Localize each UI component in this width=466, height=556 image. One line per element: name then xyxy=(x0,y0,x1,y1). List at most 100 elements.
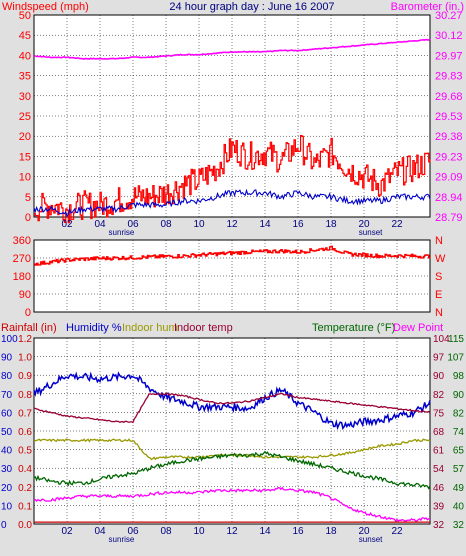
wind-x-tick-label: 08 xyxy=(160,219,172,230)
rainfall-y-tick-label: 1.2 xyxy=(18,334,32,345)
indoor-temp-y-tick-label: 39 xyxy=(433,501,445,512)
rainfall-y-tick-label: 0.7 xyxy=(18,408,32,419)
temperature-y-tick-label: 98 xyxy=(453,371,465,382)
wind-direction-line xyxy=(34,245,431,266)
barometer-y-tick-label: 29.83 xyxy=(435,71,463,83)
humidity-x-tick-label: 18 xyxy=(325,526,337,537)
barometer-y-tick-label: 30.12 xyxy=(435,30,463,42)
wind-speed-line xyxy=(33,188,431,218)
barometer-y-tick-label: 28.94 xyxy=(435,192,463,204)
humidity-y-tick-label: 50 xyxy=(1,427,13,438)
indoor-temp-y-tick-label: 97 xyxy=(433,353,445,364)
wind-y-tick-label: 0 xyxy=(25,212,31,224)
indoor-temp-y-tick-label: 82 xyxy=(433,390,445,401)
indoor-temp-y-tick-label: 54 xyxy=(433,464,445,475)
wind-axis-label: Windspeed (mph) xyxy=(2,1,89,13)
humidity-line xyxy=(33,371,431,431)
humidity-y-tick-label: 60 xyxy=(1,408,13,419)
humidity-sunrise-label: sunrise xyxy=(109,535,135,544)
barometer-y-tick-label: 29.53 xyxy=(435,111,463,123)
humidity-x-tick-label: 20 xyxy=(358,526,370,537)
rainfall-y-tick-label: 0.5 xyxy=(18,446,32,457)
rainfall-y-tick-label: 0.2 xyxy=(18,483,32,494)
direction-compass-label: N xyxy=(435,235,443,247)
legend-rainfall: Rainfall (in) xyxy=(1,322,57,334)
humidity-x-tick-label: 14 xyxy=(259,526,271,537)
humidity-x-tick-label: 06 xyxy=(127,526,139,537)
wind-y-tick-label: 10 xyxy=(19,172,31,184)
humidity-x-tick-label: 08 xyxy=(160,526,172,537)
wind-y-tick-label: 20 xyxy=(19,131,31,143)
wind-x-tick-label: 10 xyxy=(193,219,205,230)
temperature-line xyxy=(33,450,431,490)
temperature-y-tick-label: 82 xyxy=(453,408,465,419)
temperature-y-tick-label: 49 xyxy=(453,483,465,494)
direction-y-tick-label: 270 xyxy=(13,253,31,265)
barometer-y-tick-label: 29.09 xyxy=(435,172,463,184)
humidity-x-tick-label: 12 xyxy=(226,526,238,537)
temperature-y-tick-label: 90 xyxy=(453,390,465,401)
wind-y-tick-label: 35 xyxy=(19,71,31,83)
rainfall-y-tick-label: 0.6 xyxy=(18,427,32,438)
humidity-x-tick-label: 04 xyxy=(94,526,106,537)
wind-x-tick-label: 16 xyxy=(292,219,304,230)
wind-gust-line xyxy=(34,135,431,224)
wind-x-tick-label: 04 xyxy=(94,219,106,230)
humidity-sunset-label: sunset xyxy=(359,535,383,544)
barometer-y-tick-label: 29.68 xyxy=(435,91,463,103)
wind-y-tick-label: 5 xyxy=(25,192,31,204)
indoor-temp-y-tick-label: 104 xyxy=(433,334,450,345)
barometer-axis-label: Barometer (in.) xyxy=(391,1,464,13)
wind-barometer-panel: 0 5 10 15 20 25 30 35 40 45 50 28.79 28.94 29.09 29.23… xyxy=(19,10,463,237)
direction-compass-label: N xyxy=(435,307,443,319)
humidity-y-tick-label: 90 xyxy=(1,353,13,364)
wind-y-tick-label: 25 xyxy=(19,111,31,123)
wind-y-tick-label: 40 xyxy=(19,50,31,62)
indoor-temp-y-tick-label: 32 xyxy=(433,520,445,531)
humidity-x-tick-label: 10 xyxy=(193,526,205,537)
temperature-y-tick-label: 40 xyxy=(453,501,465,512)
humidity-y-tick-label: 80 xyxy=(1,371,13,382)
humidity-y-tick-label: 20 xyxy=(1,483,13,494)
indoor-temp-y-tick-label: 90 xyxy=(433,371,445,382)
legend-indoor-humidity: Indoor hum xyxy=(122,322,178,334)
humidity-y-tick-label: 10 xyxy=(1,501,13,512)
barometer-y-tick-label: 28.79 xyxy=(435,212,463,224)
temperature-y-tick-label: 115 xyxy=(448,334,464,345)
barometer-y-tick-label: 29.97 xyxy=(435,50,463,62)
humidity-y-tick-label: 70 xyxy=(1,390,13,401)
humidity-x-tick-label: 16 xyxy=(292,526,304,537)
direction-compass-label: E xyxy=(435,289,442,301)
indoor-temp-y-tick-label: 61 xyxy=(433,446,445,457)
legend-dew-point: Dew Point xyxy=(393,322,443,334)
barometer-y-tick-label: 29.38 xyxy=(435,131,463,143)
rainfall-y-tick-label: 0.8 xyxy=(18,390,32,401)
humidity-x-tick-label: 22 xyxy=(391,526,403,537)
wind-y-tick-label: 50 xyxy=(19,10,31,22)
wind-x-tick-label: 06 xyxy=(127,219,139,230)
wind-sunrise-label: sunrise xyxy=(109,228,135,237)
wind-sunset-label: sunset xyxy=(359,228,383,237)
indoor-temp-y-tick-label: 68 xyxy=(433,427,445,438)
temperature-y-tick-label: 65 xyxy=(453,446,465,457)
humidity-x-tick-label: 02 xyxy=(61,526,73,537)
wind-x-tick-label: 02 xyxy=(61,219,73,230)
humidity-y-tick-label: 30 xyxy=(1,464,13,475)
direction-y-tick-label: 90 xyxy=(19,289,31,301)
rainfall-y-tick-label: 0.4 xyxy=(18,464,32,475)
legend-humidity: Humidity % xyxy=(66,322,122,334)
rainfall-y-tick-label: 1.0 xyxy=(18,353,32,364)
wind-x-tick-label: 22 xyxy=(391,219,403,230)
indoor-temp-line xyxy=(33,392,431,424)
wind-y-tick-label: 45 xyxy=(19,30,31,42)
direction-compass-label: S xyxy=(435,271,442,283)
indoor-temp-y-tick-label: 75 xyxy=(433,408,445,419)
dew-point-line xyxy=(33,486,431,523)
wind-x-tick-label: 18 xyxy=(325,219,337,230)
legend-indoor-temp: Indoor temp xyxy=(174,322,233,334)
direction-compass-label: W xyxy=(435,253,446,265)
direction-y-tick-label: 0 xyxy=(25,307,31,319)
wind-y-tick-label: 30 xyxy=(19,91,31,103)
temperature-y-tick-label: 57 xyxy=(453,464,465,475)
